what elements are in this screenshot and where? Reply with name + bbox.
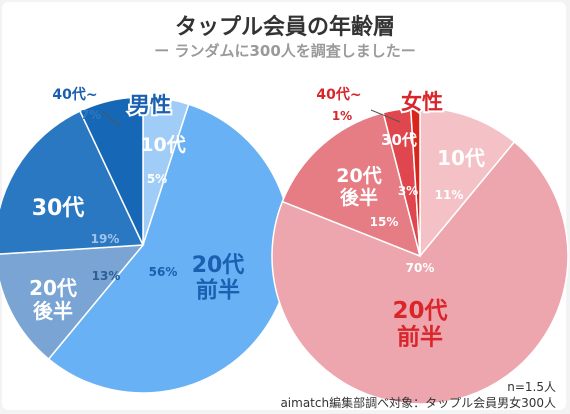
value-label: 70% bbox=[406, 261, 435, 275]
pie-slice bbox=[281, 111, 422, 258]
pie-slice bbox=[409, 107, 421, 257]
category-label: 20代前半 bbox=[192, 253, 245, 303]
value-label: 3% bbox=[398, 184, 418, 198]
chart-title: タップル会員の年齢層 bbox=[174, 15, 395, 40]
value-label: 5% bbox=[147, 172, 167, 186]
value-label: 56% bbox=[149, 265, 178, 279]
source-note: aimatch編集部調べ対象：タップル会員男女300人 bbox=[280, 396, 556, 410]
category-label: 10代 bbox=[437, 146, 485, 170]
category-label: 30代 bbox=[381, 131, 417, 149]
pie-female bbox=[271, 107, 569, 405]
category-label: 40代~ bbox=[52, 86, 97, 103]
value-label: 15% bbox=[370, 215, 399, 229]
category-label: 20代後半 bbox=[29, 276, 77, 323]
leader-line bbox=[370, 109, 401, 123]
pie-slice bbox=[47, 103, 292, 394]
category-label: 40代~ bbox=[316, 86, 361, 103]
pie-male bbox=[0, 96, 292, 394]
pie-slice bbox=[419, 107, 516, 259]
pie-slice bbox=[78, 96, 144, 246]
value-label: 1% bbox=[332, 109, 352, 123]
chart-subtitle: ー ランダムに300人を調査しましたー bbox=[154, 42, 416, 60]
value-label: 19% bbox=[91, 232, 120, 246]
pie-slice bbox=[0, 110, 145, 255]
pie-slice bbox=[0, 244, 145, 361]
category-label: 10代 bbox=[140, 134, 185, 156]
leader-line bbox=[102, 111, 121, 127]
category-label: 30代 bbox=[32, 196, 85, 221]
sample-size-note: n=1.5人 bbox=[507, 380, 556, 394]
category-label: 20代前半 bbox=[392, 298, 447, 350]
category-label: 20代後半 bbox=[336, 165, 381, 209]
value-label: 13% bbox=[92, 269, 121, 283]
pie-slice bbox=[271, 140, 569, 405]
series-name: 男性 bbox=[129, 93, 171, 117]
value-label: 11% bbox=[435, 188, 464, 202]
series-name: 女性 bbox=[401, 90, 443, 114]
value-label: 7% bbox=[81, 108, 101, 122]
